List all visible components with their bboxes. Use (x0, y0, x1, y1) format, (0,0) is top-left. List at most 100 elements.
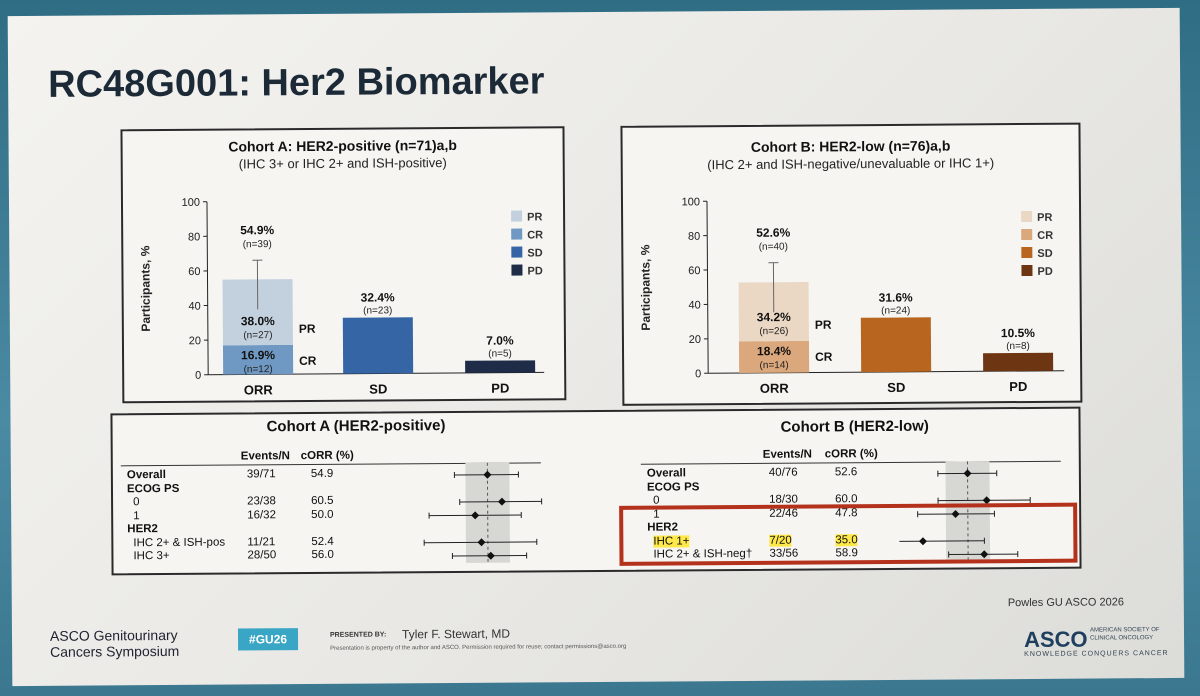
forest-a-point-estimate (477, 538, 486, 547)
forest-b-point-estimate (951, 509, 960, 518)
disclaimer: Presentation is property of the author a… (330, 643, 627, 652)
forest-a-row-events: 28/50 (247, 549, 277, 562)
symposium-logo: ASCO Genitourinary Cancers Symposium (50, 627, 179, 660)
her2-highlight-box (619, 502, 1078, 566)
forest-a-row-events-cell: 23/38 (247, 495, 276, 507)
forest-a-row-corr: 50.0 (311, 508, 334, 521)
forest-b-col-events: Events/N (762, 448, 813, 461)
cohort-b-x-label-pd: PD (1009, 379, 1027, 394)
cohort-a-x-label-sd: SD (369, 381, 387, 396)
cohort-b-chart-title: Cohort B: HER2-low (n=76)a,b (750, 137, 951, 155)
forest-a-point-estimate (497, 497, 506, 506)
forest-b-col-corr: cORR (%) (824, 448, 878, 461)
forest-a-row-events-cell: 39/71 (247, 468, 276, 480)
forest-a-row-label: 0 (133, 496, 140, 509)
cohort-b-bar-sd (860, 317, 932, 373)
cohort-b-legend-swatch-pr (1021, 210, 1033, 223)
cohort-a-sd-n: (n=23) (363, 305, 392, 316)
cohort-b-x-label-sd: SD (887, 380, 905, 395)
forest-b-row-corr-cell: 52.6 (835, 466, 857, 478)
cohort-b-chart-subtitle: (IHC 2+ and ISH-negative/unevaluable or … (707, 155, 995, 173)
cohort-a-bar-chart: 0 20 40 60 80 100 Participants, % ORR SD PD 16.9% (… (138, 197, 545, 397)
forest-a-col-events: Events/N (240, 450, 291, 463)
cohort-b-y-tick-label: 40 (688, 299, 700, 311)
cohort-b-x-label-orr: ORR (760, 381, 790, 396)
cohort-a-y-tick-label: 20 (189, 335, 201, 347)
forest-b-point-estimate (980, 550, 989, 559)
forest-a-point-estimate (486, 551, 495, 560)
cohort-b-chart-panel: Cohort B: HER2-low (n=76)a,b (IHC 2+ and… (620, 122, 1083, 406)
cohort-b-orr-pr-side-label: PR (815, 318, 832, 332)
forest-a-row-corr-cell: 60.5 (311, 495, 333, 507)
cohort-b-orr-total-n: (n=40) (759, 242, 788, 253)
cohort-b-orr-total-value: 52.6% (756, 226, 790, 240)
forest-a-row-corr-cell: 56.0 (311, 549, 333, 561)
forest-a-point-estimate (471, 511, 480, 520)
cohort-a-orr-pr-side-label: PR (299, 322, 316, 336)
forest-a-row: ECOG PS (127, 482, 179, 494)
cohort-a-pd-n: (n=5) (488, 348, 512, 359)
cohort-b-legend-label-pd: PD (1037, 266, 1052, 278)
cohort-b-bar-pd (983, 352, 1054, 372)
forest-a-row-corr: 60.5 (311, 494, 334, 507)
cohort-a-orr-total-n: (n=39) (243, 239, 272, 250)
cohort-b-legend-label-sd: SD (1037, 248, 1052, 260)
cohort-b-y-tick-label: 60 (688, 265, 700, 277)
cohort-a-orr-cr-side-label: CR (299, 354, 317, 368)
cohort-a-bar-orr-pr (222, 279, 293, 346)
cohort-a-y-axis (206, 201, 209, 375)
forest-b-point-estimate (963, 469, 972, 478)
presenter-name: Tyler F. Stewart, MD (401, 626, 511, 642)
cohort-a-orr-cr-value: 16.9% (241, 348, 275, 362)
forest-a-overall-ref-line (486, 462, 489, 564)
forest-a-row: 1 (133, 510, 139, 522)
forest-b-plot (898, 461, 1031, 560)
forest-a-row-corr: 52.4 (311, 535, 334, 548)
cohort-a-legend-swatch-pr (511, 210, 523, 222)
forest-a-row-events: 11/21 (247, 535, 276, 548)
slide-title: RC48G001: Her2 Biomarker (48, 60, 545, 106)
cohort-a-legend-label-sd: SD (527, 247, 542, 259)
cohort-b-pd-value: 10.5% (1001, 326, 1035, 340)
forest-a-row: HER2 (127, 523, 158, 535)
forest-a-row-label: 1 (133, 509, 140, 522)
cohort-a-chart-title: Cohort A: HER2-positive (n=71)a,b (228, 136, 457, 155)
forest-a-row: 0 (133, 496, 139, 508)
cohort-a-x-label-orr: ORR (244, 382, 274, 397)
cohort-b-legend-swatch-cr (1021, 228, 1033, 241)
cohort-b-bar-orr-cr (738, 340, 810, 374)
cohort-a-legend-swatch-pd (511, 264, 523, 276)
cohort-b-sd-value: 31.6% (879, 290, 913, 304)
cohort-b-legend-swatch-pd (1021, 264, 1033, 277)
cohort-a-bar-orr-cr (222, 344, 294, 375)
forest-b-overall-ref-line (966, 461, 969, 560)
cohort-b-y-tick-label: 100 (682, 196, 700, 208)
cohort-b-orr-pr-value: 34.2% (757, 310, 791, 324)
slide: RC48G001: Her2 Biomarker Cohort A: HER2-… (7, 7, 1185, 687)
cohort-a-orr-pr-value: 38.0% (241, 314, 275, 328)
cohort-a-chart-subtitle: (IHC 3+ or IHC 2+ and ISH-positive) (238, 155, 447, 172)
forest-a-row-label: Overall (126, 469, 166, 482)
forest-a-row: IHC 3+ (133, 550, 169, 562)
cohort-b-legend-swatch-sd (1021, 246, 1033, 259)
cohort-a-y-tick-label: 80 (188, 231, 200, 243)
source-note: Powles GU ASCO 2026 (1007, 596, 1125, 610)
cohort-a-x-label-pd: PD (491, 381, 509, 396)
cohort-a-legend-label-pd: PD (527, 265, 542, 277)
cohort-a-orr-pr-n: (n=27) (243, 330, 272, 341)
forest-a-row-corr-cell: 50.0 (311, 508, 333, 520)
forest-b-row: ECOG PS (647, 481, 699, 493)
forest-a-row-corr-cell: 54.9 (311, 468, 333, 480)
cohort-b-y-tick-label: 0 (695, 368, 701, 380)
cohort-b-y-tick-label: 20 (689, 334, 701, 346)
asco-mini-text: AMERICAN SOCIETY OF CLINICAL ONCOLOGY (1089, 627, 1160, 642)
symposium-line2: Cancers Symposium (50, 642, 180, 660)
cohort-b-orr-pr-n: (n=26) (759, 326, 788, 337)
symposium-line1: ASCO Genitourinary (49, 626, 178, 644)
cohort-a-legend-label-cr: CR (527, 229, 543, 241)
cohort-b-pd-n: (n=8) (1006, 341, 1030, 352)
forest-a-plot (423, 462, 543, 564)
forest-a-row-corr: 54.9 (310, 467, 334, 480)
cohort-a-y-tick-label: 0 (195, 370, 201, 382)
cohort-b-orr-cr-n: (n=14) (760, 360, 789, 371)
